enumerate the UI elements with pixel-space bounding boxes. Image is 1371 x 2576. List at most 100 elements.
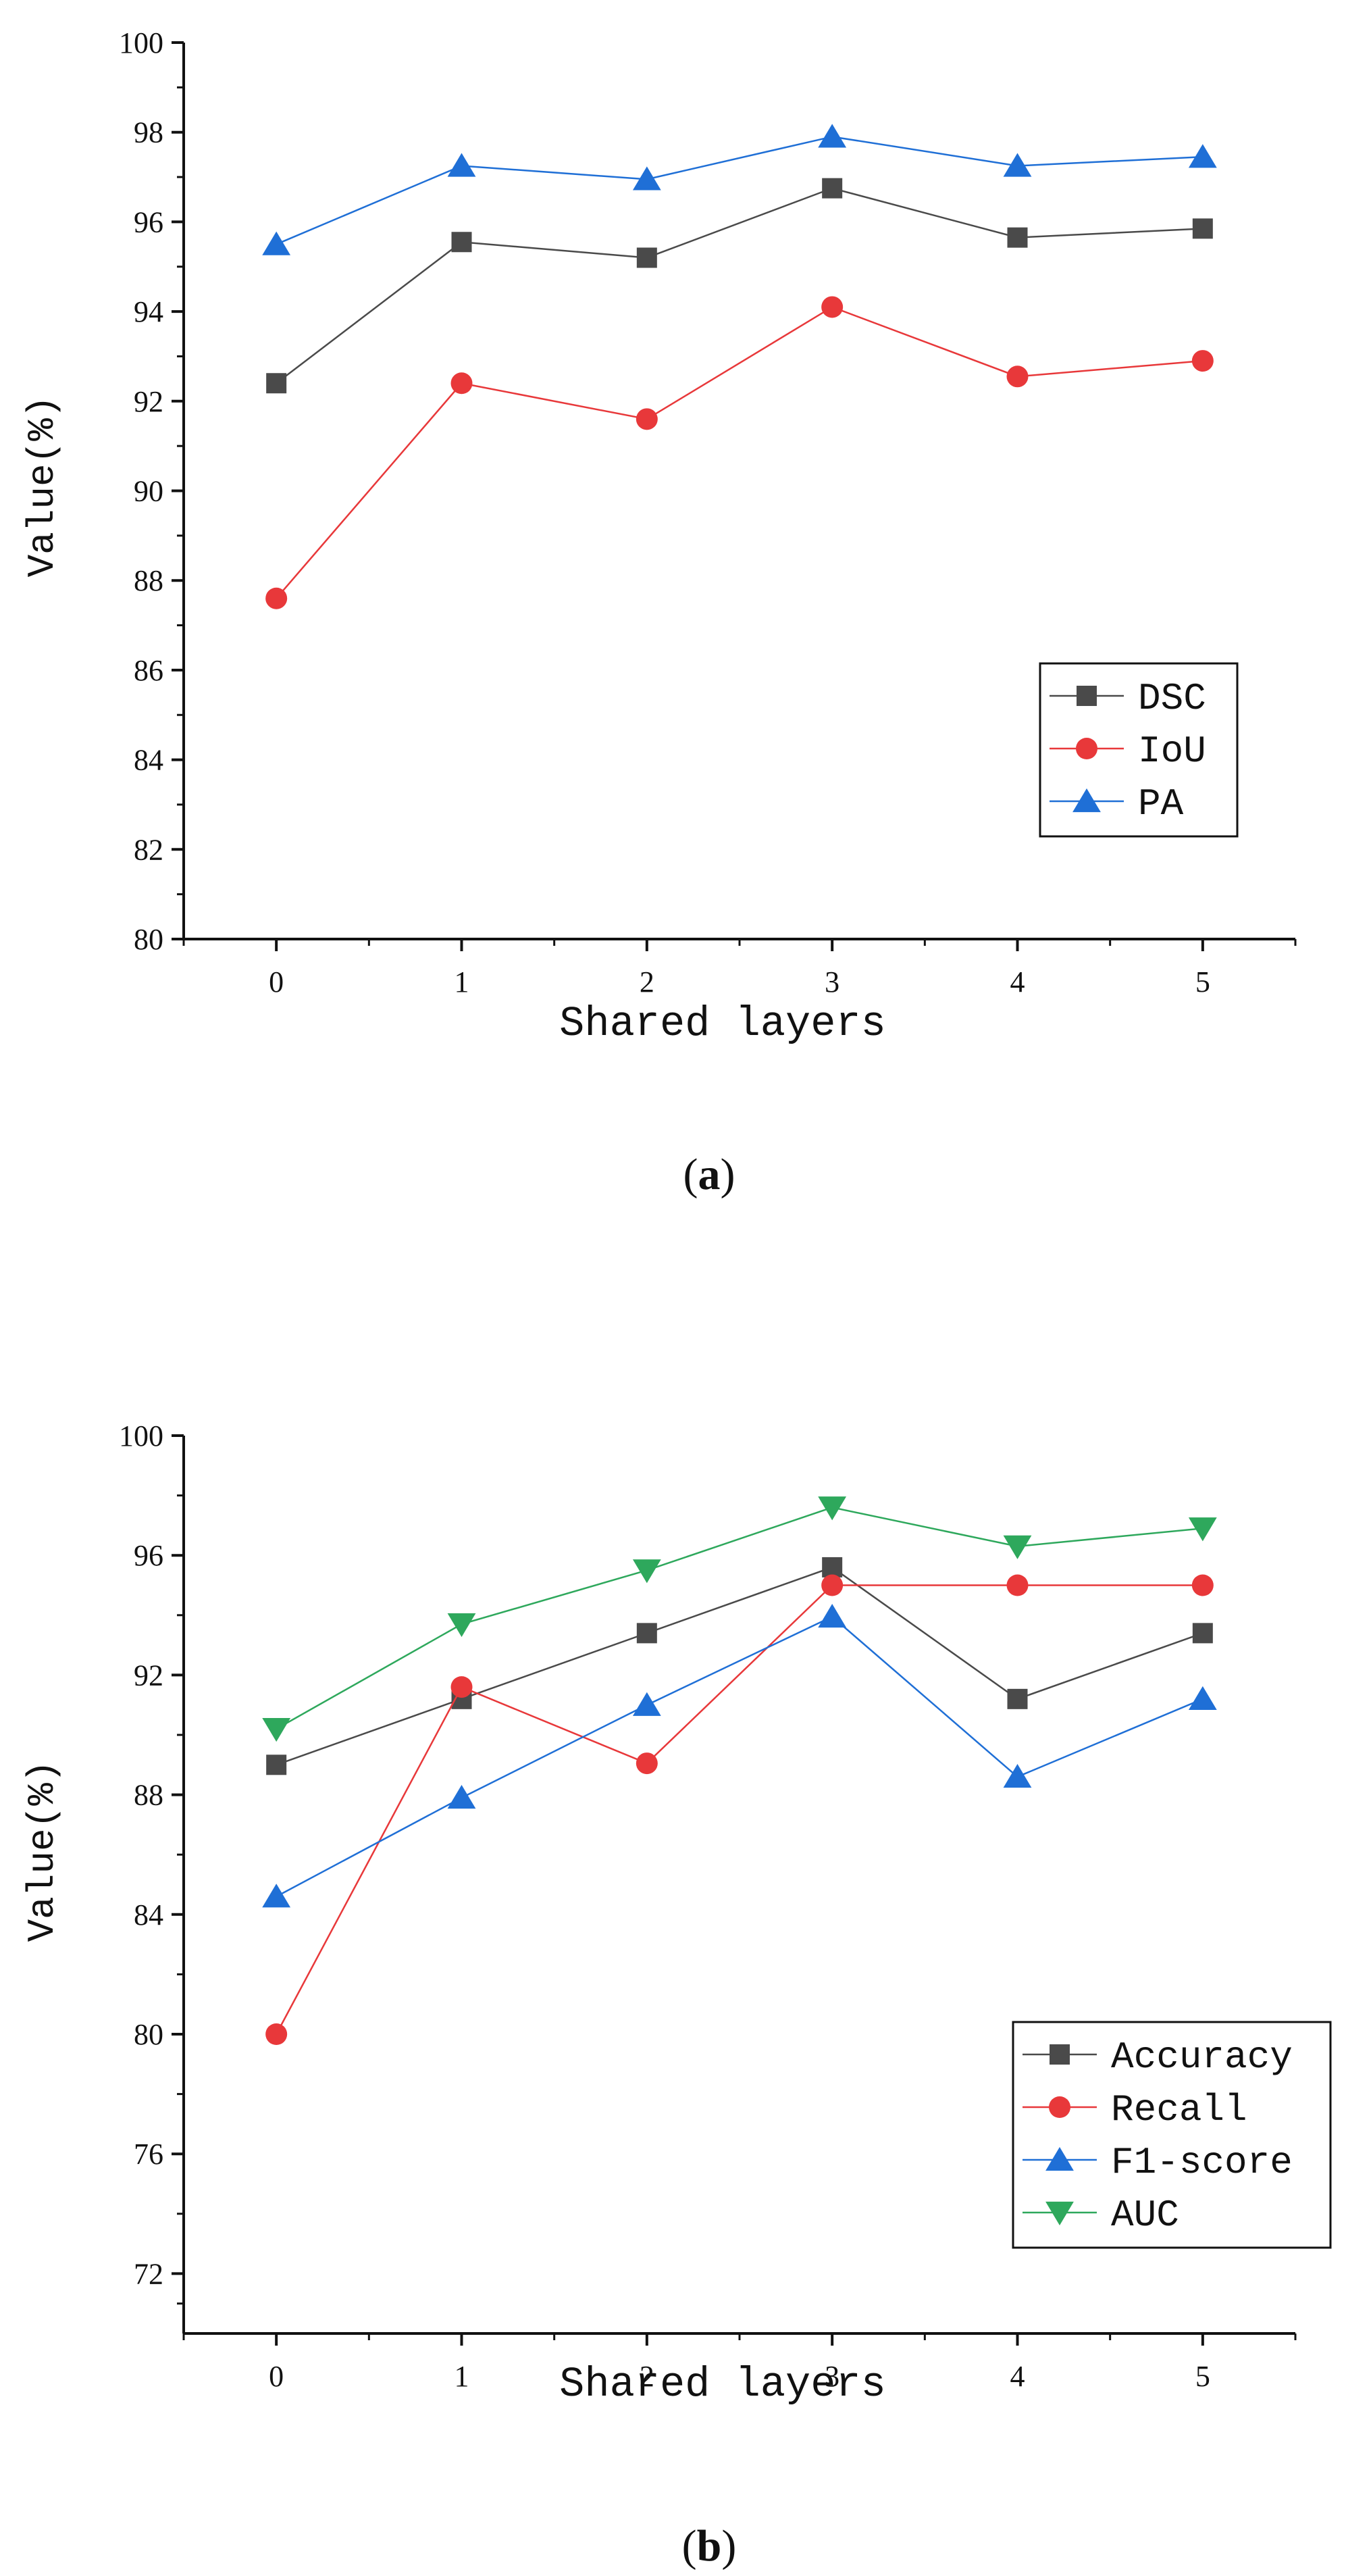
data-point-dsc — [1192, 218, 1213, 239]
legend-label-accuracy: Accuracy — [1111, 2036, 1293, 2079]
data-point-pa — [262, 231, 291, 255]
x-tick-label-a: 1 — [455, 965, 469, 999]
data-point-pa — [818, 124, 847, 148]
data-point-iou — [265, 587, 288, 609]
data-point-iou — [1006, 365, 1029, 388]
y-tick-label-b: 92 — [134, 1659, 163, 1692]
legend-marker-accuracy — [1050, 2044, 1070, 2065]
x-axis-label-a: Shared layers — [559, 1000, 886, 1048]
legend-marker-f1-score — [1045, 2147, 1074, 2171]
caption-a: (a) — [683, 1150, 735, 1199]
data-point-iou — [1191, 350, 1214, 372]
legend-label-recall: Recall — [1111, 2088, 1247, 2131]
series-line-dsc — [276, 187, 1203, 384]
y-tick-label-b: 80 — [134, 2018, 163, 2051]
x-tick-label-b: 2 — [640, 2360, 654, 2393]
y-tick-label-a: 100 — [119, 26, 163, 59]
x-tick-label-b: 1 — [455, 2360, 469, 2393]
data-point-accuracy — [1007, 1688, 1028, 1709]
data-point-f1-score — [1003, 1764, 1032, 1788]
y-axis-label-a: Value(%) — [21, 396, 64, 578]
y-tick-label-a: 84 — [134, 744, 163, 777]
legend-label-iou: IoU — [1138, 730, 1206, 773]
data-point-accuracy — [822, 1557, 843, 1577]
data-point-dsc — [1007, 227, 1028, 248]
x-tick-label-b: 4 — [1010, 2360, 1025, 2393]
data-point-dsc — [636, 247, 657, 268]
x-tick-label-a: 5 — [1195, 965, 1210, 999]
legend-marker-auc — [1045, 2201, 1074, 2225]
series-line-iou — [276, 306, 1203, 599]
legend-label-dsc: DSC — [1138, 677, 1206, 720]
data-point-pa — [1003, 153, 1032, 177]
data-point-auc — [262, 1717, 291, 1742]
y-tick-label-b: 96 — [134, 1539, 163, 1572]
legend-marker-recall — [1049, 2096, 1070, 2118]
y-tick-label-a: 82 — [134, 833, 163, 866]
y-tick-label-b: 100 — [119, 1419, 163, 1453]
data-point-recall — [636, 1752, 658, 1775]
data-point-auc — [1003, 1535, 1032, 1559]
data-point-accuracy — [636, 1623, 657, 1644]
series-line-f1-score — [276, 1615, 1204, 1898]
series-line-recall — [276, 1584, 1203, 2035]
data-point-f1-score — [818, 1604, 847, 1628]
y-tick-label-b: 88 — [134, 1779, 163, 1812]
data-point-recall — [450, 1676, 473, 1698]
y-tick-label-a: 94 — [134, 295, 163, 328]
data-point-pa — [1188, 144, 1217, 168]
data-point-auc — [818, 1496, 847, 1521]
x-tick-label-a: 0 — [269, 965, 284, 999]
data-point-iou — [821, 296, 844, 318]
data-point-dsc — [822, 178, 843, 199]
legend-label-f1-score: F1-score — [1111, 2141, 1293, 2184]
data-point-recall — [1006, 1574, 1029, 1596]
x-tick-label-a: 2 — [640, 965, 654, 999]
y-tick-label-a: 98 — [134, 116, 163, 149]
series-line-accuracy — [276, 1566, 1204, 1766]
data-point-accuracy — [266, 1754, 287, 1775]
y-tick-label-a: 92 — [134, 385, 163, 418]
legend-marker-pa — [1072, 788, 1101, 813]
legend-label-auc: AUC — [1111, 2194, 1179, 2237]
data-point-dsc — [451, 232, 472, 253]
legend-marker-dsc — [1077, 686, 1097, 706]
data-point-auc — [632, 1559, 661, 1584]
data-point-auc — [1188, 1517, 1217, 1542]
data-point-recall — [265, 2023, 288, 2045]
legend-label-pa: PA — [1138, 782, 1184, 826]
data-point-auc — [447, 1613, 476, 1638]
y-tick-label-b: 76 — [134, 2138, 163, 2171]
data-point-dsc — [266, 373, 287, 394]
y-tick-label-a: 96 — [134, 205, 163, 238]
x-tick-label-b: 5 — [1195, 2360, 1210, 2393]
legend-marker-iou — [1076, 738, 1097, 759]
data-point-iou — [636, 408, 658, 430]
x-axis-label-b: Shared layers — [559, 2360, 886, 2408]
caption-b: (b) — [682, 2521, 737, 2571]
x-tick-label-b: 0 — [269, 2360, 284, 2393]
series-line-auc — [276, 1507, 1203, 1730]
y-axis-label-b: Value(%) — [21, 1761, 64, 1942]
y-tick-label-a: 90 — [134, 475, 163, 508]
y-tick-label-a: 86 — [134, 654, 163, 687]
data-point-iou — [450, 372, 473, 395]
data-point-recall — [821, 1574, 844, 1596]
x-tick-label-a: 3 — [825, 965, 839, 999]
chart-panel-a: 80 82 84 86 88 90 92 94 96 98 100 0 1 2 3 4 5 DSC IoU PA S… — [21, 26, 1297, 1199]
data-point-f1-score — [632, 1692, 661, 1716]
x-tick-label-a: 4 — [1010, 965, 1025, 999]
data-point-f1-score — [262, 1884, 291, 1908]
legend-box-a — [1039, 662, 1239, 838]
y-tick-label-b: 72 — [134, 2257, 163, 2290]
data-point-f1-score — [1188, 1686, 1217, 1710]
data-point-pa — [632, 166, 661, 191]
data-point-f1-score — [447, 1785, 476, 1809]
data-point-pa — [447, 153, 476, 177]
data-point-recall — [1191, 1574, 1214, 1596]
series-line-pa — [276, 136, 1203, 245]
data-point-accuracy — [1192, 1623, 1213, 1644]
y-tick-label-a: 88 — [134, 564, 163, 597]
chart-panel-b: 72 76 80 84 88 92 96 100 0 1 2 3 4 5 Accuracy Recall F1… — [21, 1419, 1332, 2571]
